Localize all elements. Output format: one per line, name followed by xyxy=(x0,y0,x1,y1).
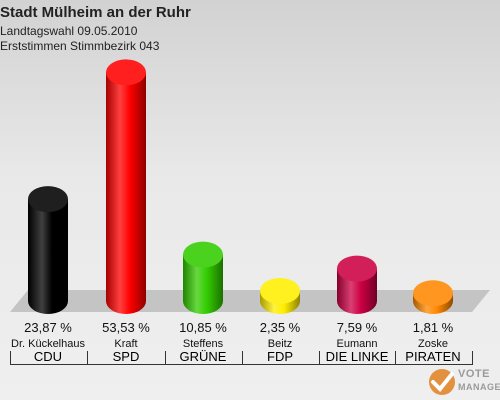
value-label: 2,35 % xyxy=(259,320,301,335)
party-label: PIRATEN xyxy=(405,349,461,364)
bar-spd xyxy=(106,59,146,314)
x-axis-tick xyxy=(319,351,320,365)
bar-fdp xyxy=(260,277,300,314)
x-axis-tick xyxy=(395,351,396,365)
candidate-label: Eumann xyxy=(336,338,378,350)
value-label: 10,85 % xyxy=(179,320,227,335)
candidate-label: Beitz xyxy=(267,338,293,350)
value-label: 1,81 % xyxy=(412,320,454,335)
value-label: 23,87 % xyxy=(24,320,72,335)
logo-text-vote: VOTE xyxy=(458,368,490,380)
party-label: DIE LINKE xyxy=(325,349,389,364)
candidate-label: Dr. Kückelhaus xyxy=(11,338,85,350)
bar-piraten xyxy=(413,280,453,314)
party-label: SPD xyxy=(112,349,140,364)
vote-manager-logo xyxy=(429,369,455,395)
party-label: FDP xyxy=(267,349,293,364)
x-axis-tick xyxy=(472,351,473,365)
logo-text-manager: MANAGER xyxy=(458,382,500,392)
candidate-label: Zoske xyxy=(418,338,448,350)
party-label: CDU xyxy=(33,349,63,364)
x-axis-line xyxy=(10,364,472,365)
value-label: 53,53 % xyxy=(102,320,150,335)
x-axis-tick xyxy=(242,351,243,365)
bar-cdu xyxy=(28,186,68,314)
x-axis-tick xyxy=(87,351,88,365)
chart-title: Stadt Mülheim an der Ruhr xyxy=(0,4,191,21)
bar-die-linke xyxy=(337,255,377,314)
chart-subtitle: Landtagswahl 09.05.2010 xyxy=(0,24,138,38)
x-axis-tick xyxy=(165,351,166,365)
chart-subtitle-2: Erststimmen Stimmbezirk 043 xyxy=(0,39,160,53)
bar-grüne xyxy=(183,241,223,314)
checkmark-icon xyxy=(429,369,455,395)
candidate-label: Steffens xyxy=(182,338,224,350)
party-label: GRÜNE xyxy=(179,349,227,364)
value-label: 7,59 % xyxy=(336,320,378,335)
candidate-label: Kraft xyxy=(114,338,138,350)
x-axis-tick xyxy=(10,351,11,365)
